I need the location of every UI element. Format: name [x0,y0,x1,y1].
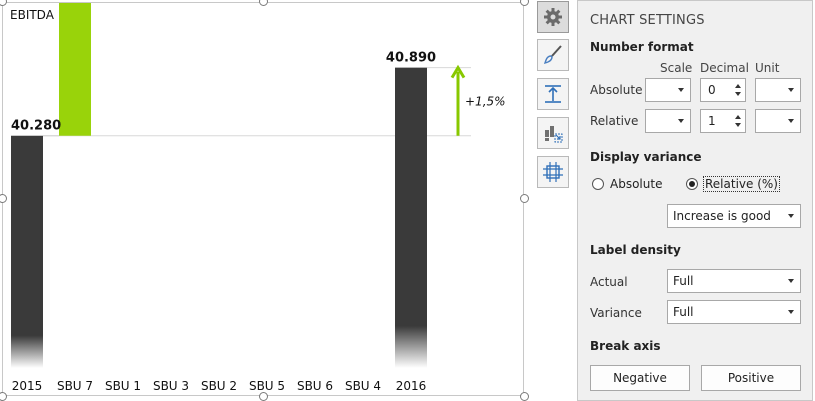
absolute-decimal-stepper[interactable]: 0 [700,78,746,102]
spin-down-icon[interactable] [735,92,741,96]
break-positive-button[interactable]: Positive [701,365,801,391]
chevron-down-icon [788,88,794,92]
category-label: SBU 4 [345,379,381,393]
variance-density-label: Variance [590,306,642,320]
absolute-unit-dropdown[interactable] [755,78,801,102]
waterfall-chart: 40.280+1,7+0,9+0,3-0,1-0,1-0,4-0,740.890… [11,3,506,393]
variance-relative-radio[interactable]: Relative (%) [686,176,780,192]
chevron-down-icon [788,310,794,314]
chevron-down-icon [678,88,684,92]
spin-up-icon[interactable] [735,84,741,88]
resize-handle-middle-left[interactable] [0,194,7,203]
resize-handle-top-center[interactable] [259,0,268,6]
relative-decimal-stepper[interactable]: 1 [700,109,746,133]
chevron-down-icon [788,214,794,218]
bar-2016[interactable] [395,67,427,368]
actual-density-label: Actual [590,275,628,289]
category-label: SBU 5 [249,379,285,393]
break-negative-button[interactable]: Negative [590,365,690,391]
resize-handle-bottom-right[interactable] [520,392,529,401]
category-label: 2016 [396,379,427,393]
gear-icon [544,8,562,26]
display-variance-heading: Display variance [590,150,702,164]
chevron-down-icon [788,279,794,283]
category-label: SBU 7 [57,379,93,393]
value-label: 40.280 [11,119,61,134]
category-label: SBU 6 [297,379,333,393]
layout-tool-button[interactable] [537,156,569,188]
variance-direction-value: Increase is good [673,209,771,223]
value-label: 40.890 [386,51,436,66]
variance-direction-dropdown[interactable]: Increase is good [667,204,801,228]
resize-handle-bottom-left[interactable] [0,392,7,401]
label-density-heading: Label density [590,243,681,257]
absolute-decimal-value: 0 [708,83,716,97]
axis-scale-icon [545,85,561,103]
break-axis-heading: Break axis [590,339,661,353]
decimal-column-header: Decimal [700,61,749,75]
chevron-down-icon [788,119,794,123]
relative-unit-dropdown[interactable] [755,109,801,133]
category-label: SBU 2 [201,379,237,393]
crop-layout-icon [543,162,563,182]
absolute-format-label: Absolute [590,83,643,97]
unit-column-header: Unit [755,61,780,75]
spin-up-icon[interactable] [735,115,741,119]
chart-area[interactable]: 40.280+1,7+0,9+0,3-0,1-0,1-0,4-0,740.890… [2,2,524,396]
style-tool-button[interactable] [537,39,569,71]
axis-tool-button[interactable] [537,78,569,110]
resize-handle-middle-right[interactable] [520,194,529,203]
actual-density-value: Full [673,274,694,288]
variance-absolute-radio[interactable]: Absolute [592,177,662,191]
variance-density-dropdown[interactable]: Full [667,300,801,324]
sort-bars-icon [545,126,563,143]
category-label: SBU 1 [105,379,141,393]
variance-absolute-label: Absolute [610,177,663,191]
bar-2015[interactable] [11,135,43,368]
radio-checked-icon [686,178,698,190]
bar-sbu-7[interactable] [59,3,91,136]
resize-handle-top-left[interactable] [0,0,7,6]
number-format-heading: Number format [590,40,694,54]
variance-label: +1,5% [465,95,506,109]
resize-handle-bottom-center[interactable] [259,392,268,401]
category-label: SBU 3 [153,379,189,393]
panel-title: CHART SETTINGS [590,13,705,28]
spin-down-icon[interactable] [735,123,741,127]
radio-unchecked-icon [592,178,604,190]
resize-handle-top-right[interactable] [520,0,529,6]
chart-toolbar [536,0,572,401]
chart-title: EBITDA [10,8,54,22]
variance-density-value: Full [673,305,694,319]
scale-column-header: Scale [660,61,693,75]
chart-settings-panel: CHART SETTINGS Number format Scale Decim… [577,0,813,401]
relative-format-label: Relative [590,114,639,128]
relative-decimal-value: 1 [708,114,716,128]
sort-tool-button[interactable] [537,117,569,149]
category-label: 2015 [12,379,43,393]
variance-arrow-icon [450,64,466,79]
chevron-down-icon [678,119,684,123]
relative-scale-dropdown[interactable] [645,109,691,133]
absolute-scale-dropdown[interactable] [645,78,691,102]
settings-tool-button[interactable] [537,1,569,33]
paintbrush-icon [543,45,562,64]
actual-density-dropdown[interactable]: Full [667,269,801,293]
variance-relative-label: Relative (%) [703,176,780,192]
